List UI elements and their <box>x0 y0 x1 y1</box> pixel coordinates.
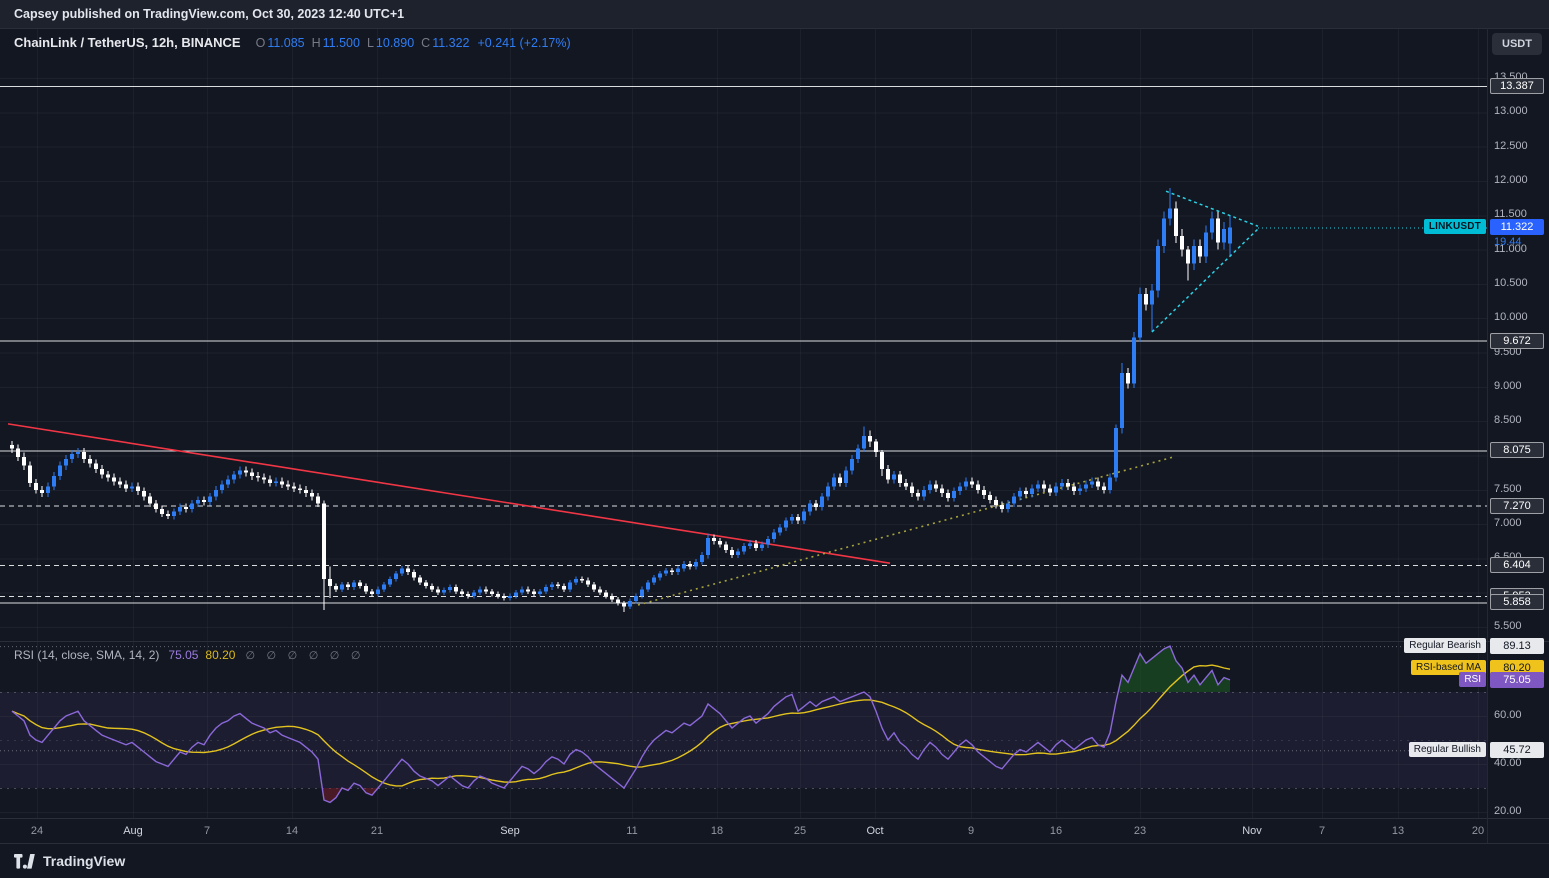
price-scale-tick: 10.000 <box>1494 311 1528 324</box>
price-scale-tick: 12.000 <box>1494 173 1528 186</box>
ohlc-close-key: C <box>421 36 431 50</box>
rsi-current-value: 75.05 <box>168 648 199 662</box>
rsi-scale-badge: 80.20 <box>1490 659 1544 676</box>
price-scale-tick: 8.500 <box>1494 414 1522 427</box>
divergence-empty-markers: ∅ ∅ ∅ ∅ ∅ ∅ <box>245 649 365 662</box>
time-axis-label: Nov <box>1242 825 1262 837</box>
rsi-band <box>0 692 1487 789</box>
price-scale-tick: 13.000 <box>1494 105 1528 118</box>
ohlc-low-key: L <box>366 36 374 50</box>
time-axis-label: 11 <box>626 825 638 837</box>
rsi-scale-badge: 75.05 <box>1490 671 1544 688</box>
time-axis-label: 25 <box>793 825 807 837</box>
price-scale-tick: 10.500 <box>1494 276 1528 289</box>
ohlc-high-key: H <box>311 36 321 50</box>
price-scale-tick: 9.000 <box>1494 379 1522 392</box>
attribution-text[interactable]: Capsey published on TradingView.com, Oct… <box>14 7 405 21</box>
ohlc-open-key: O <box>255 36 266 50</box>
descending-resistance-trendline[interactable] <box>7 423 891 564</box>
price-change: +0.241 (+2.17%) <box>477 36 571 50</box>
time-axis-label: 18 <box>710 825 724 837</box>
rsi-line <box>11 645 1231 804</box>
time-axis-label: 9 <box>967 825 975 837</box>
time-axis-label: 24 <box>30 825 44 837</box>
price-level-badge: 13.387 <box>1490 77 1544 94</box>
rsi-legend[interactable]: RSI (14, close, SMA, 14, 2) 75.05 80.20 … <box>14 648 364 662</box>
ohlc-close-value: 11.322 <box>432 36 470 50</box>
time-axis-label: Oct <box>866 825 884 837</box>
attribution-bar[interactable]: Capsey published on TradingView.com, Oct… <box>0 0 1549 28</box>
price-scale-tick: 7.000 <box>1494 517 1522 530</box>
time-axis-label: 23 <box>1133 825 1147 837</box>
triangle-pattern[interactable] <box>1151 190 1487 333</box>
ohlc-open-value: 11.085 <box>267 36 305 50</box>
ohlc-low-value: 10.890 <box>375 36 415 50</box>
price-level-badge: 9.672 <box>1490 332 1544 349</box>
price-scale-tick: 5.500 <box>1494 620 1522 632</box>
rsi-plot <box>0 645 1487 804</box>
price-level-badge: 8.075 <box>1490 442 1544 459</box>
currency-toggle-button[interactable]: USDT <box>1492 33 1542 55</box>
tradingview-logo-icon[interactable] <box>14 853 35 869</box>
rsi-scale-tick: 40.00 <box>1494 757 1522 769</box>
price-level-badge: 7.270 <box>1490 497 1544 514</box>
candlestick-series <box>10 187 1232 612</box>
time-axis-label: 21 <box>370 825 384 837</box>
time-axis-label: 13 <box>1391 825 1405 837</box>
price-scale-tick: 11.000 <box>1494 242 1527 255</box>
symbol-title[interactable]: ChainLink / TetherUS, 12h, BINANCE <box>14 35 241 50</box>
price-scale-tick: 12.500 <box>1494 139 1528 152</box>
price-scale-tick: 11.500 <box>1494 208 1527 221</box>
symbol-legend[interactable]: ChainLink / TetherUS, 12h, BINANCE O 11.… <box>14 35 571 50</box>
trendlines[interactable] <box>7 423 1175 606</box>
rsi-scale-tick: 60.00 <box>1494 709 1522 721</box>
time-axis-label: 7 <box>203 825 211 837</box>
price-scale[interactable]: 13.50013.00012.50012.00011.50011.00010.5… <box>1488 28 1549 843</box>
rsi-scale-badge: 89.13 <box>1490 638 1544 655</box>
price-scale-tick: 7.500 <box>1494 482 1522 495</box>
last-price-badge: 11.322 <box>1490 219 1544 236</box>
time-axis-label: 20 <box>1471 825 1485 837</box>
time-axis[interactable]: 24 Aug 7 14 21 Sep 11 18 25 Oct 9 16 23 Nov 7 13 20 <box>0 818 1487 843</box>
time-axis-label: 7 <box>1318 825 1326 837</box>
rsi-ma-line <box>11 664 1231 787</box>
ohlc-high-value: 11.500 <box>322 36 360 50</box>
time-axis-label: 14 <box>285 825 299 837</box>
time-axis-label: 16 <box>1049 825 1063 837</box>
bar-countdown: 19.44 <box>1494 236 1522 249</box>
footer-bar: TradingView <box>0 844 1549 878</box>
tradingview-brand-text[interactable]: TradingView <box>43 853 126 869</box>
horizontal-levels[interactable] <box>0 85 1487 604</box>
price-level-badge: 6.404 <box>1490 556 1544 573</box>
price-level-badge: 5.858 <box>1490 594 1544 611</box>
gridlines <box>0 28 1487 818</box>
rsi-scale-tick: 20.00 <box>1494 805 1522 817</box>
rsi-scale-badge: 45.72 <box>1490 742 1544 759</box>
time-axis-label: Sep <box>500 825 520 837</box>
rsi-title[interactable]: RSI (14, close, SMA, 14, 2) <box>14 648 160 662</box>
rsi-ma-value: 80.20 <box>205 648 236 662</box>
ascending-support-trendline[interactable] <box>637 456 1175 606</box>
pane-dividers <box>0 28 1549 844</box>
time-axis-label: Aug <box>123 825 143 837</box>
